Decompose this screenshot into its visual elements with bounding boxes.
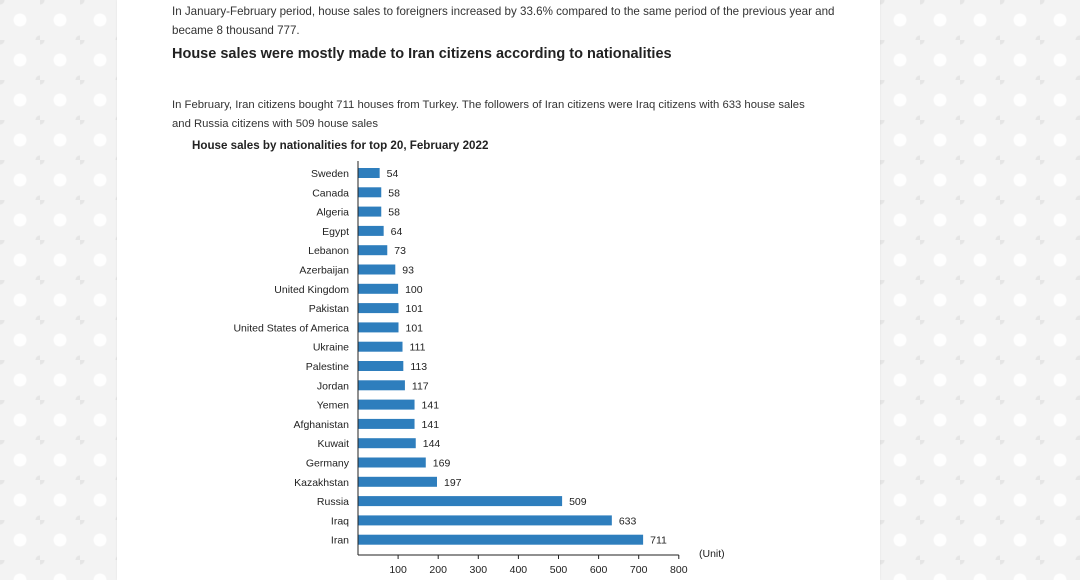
category-label: Jordan [317, 380, 349, 392]
data-label: 141 [422, 400, 440, 412]
bar [358, 361, 404, 371]
data-label: 197 [444, 477, 462, 489]
category-label: Palestine [306, 361, 349, 373]
category-label: Ukraine [313, 342, 349, 354]
category-label: United Kingdom [274, 284, 349, 296]
data-label: 141 [422, 419, 440, 431]
data-label: 509 [569, 496, 587, 508]
data-label: 58 [388, 207, 400, 219]
bar [358, 438, 416, 449]
x-tick-label: 600 [590, 564, 608, 576]
category-label: Kuwait [317, 438, 349, 450]
category-label: Azerbaijan [299, 265, 349, 277]
bar [358, 264, 396, 275]
category-label: Canada [312, 187, 349, 199]
x-tick-label: 300 [470, 564, 488, 576]
category-label: Germany [306, 458, 350, 470]
unit-label: (Unit) [699, 548, 725, 560]
bar [358, 418, 415, 429]
x-tick-label: 500 [550, 564, 568, 576]
data-label: 111 [410, 342, 426, 354]
data-label: 169 [433, 458, 451, 470]
category-label: Kazakhstan [294, 477, 349, 489]
data-label: 54 [387, 168, 399, 180]
bar [358, 476, 437, 487]
data-label: 93 [402, 265, 414, 277]
data-label: 101 [406, 322, 424, 334]
category-label: Sweden [311, 168, 349, 180]
data-label: 100 [405, 284, 423, 296]
category-label: Pakistan [309, 303, 349, 315]
x-tick-label: 800 [670, 564, 688, 576]
category-label: Egypt [322, 226, 349, 238]
bar-chart: Sweden 54 Canada 58 Algeria 58 Egypt 64 Lebanon 7… [233, 161, 725, 576]
bar [358, 399, 415, 410]
category-label: Algeria [316, 207, 349, 219]
bar [358, 283, 399, 294]
bar [358, 341, 403, 352]
intro-paragraph: In February, Iran citizens bought 711 ho… [172, 99, 805, 131]
bar [358, 534, 644, 545]
bar [358, 206, 382, 217]
bar [358, 245, 388, 256]
bar [358, 322, 399, 333]
data-label: 64 [391, 226, 403, 238]
category-label: Afghanistan [294, 419, 350, 431]
x-tick-label: 100 [389, 564, 407, 576]
data-label: 101 [406, 303, 424, 315]
category-label: Iraq [331, 515, 349, 527]
category-label: Russia [317, 496, 349, 508]
x-tick-label: 200 [429, 564, 447, 576]
bar [358, 515, 612, 526]
data-label: 711 [650, 535, 667, 547]
data-label: 117 [412, 380, 429, 392]
bar [358, 457, 426, 468]
x-tick-label: 700 [630, 564, 648, 576]
bar [358, 187, 382, 198]
data-label: 113 [410, 361, 427, 373]
category-label: Iran [331, 535, 349, 547]
chart-title: House sales by nationalities for top 20,… [192, 139, 489, 152]
bar [358, 168, 380, 178]
top-paragraph: In January-February period, house sales … [172, 4, 835, 37]
category-label: United States of America [233, 322, 349, 334]
x-tick-label: 400 [510, 564, 528, 576]
bar [358, 380, 405, 391]
bar [358, 225, 384, 236]
category-label: Yemen [317, 400, 349, 412]
bar [358, 496, 563, 507]
article-page: In January-February period, house sales … [117, 0, 880, 580]
section-heading: House sales were mostly made to Iran cit… [172, 46, 672, 62]
category-label: Lebanon [308, 245, 349, 257]
bar [358, 303, 399, 314]
data-label: 633 [619, 515, 637, 527]
data-label: 58 [388, 187, 400, 199]
data-label: 73 [394, 245, 406, 257]
data-label: 144 [423, 438, 441, 450]
